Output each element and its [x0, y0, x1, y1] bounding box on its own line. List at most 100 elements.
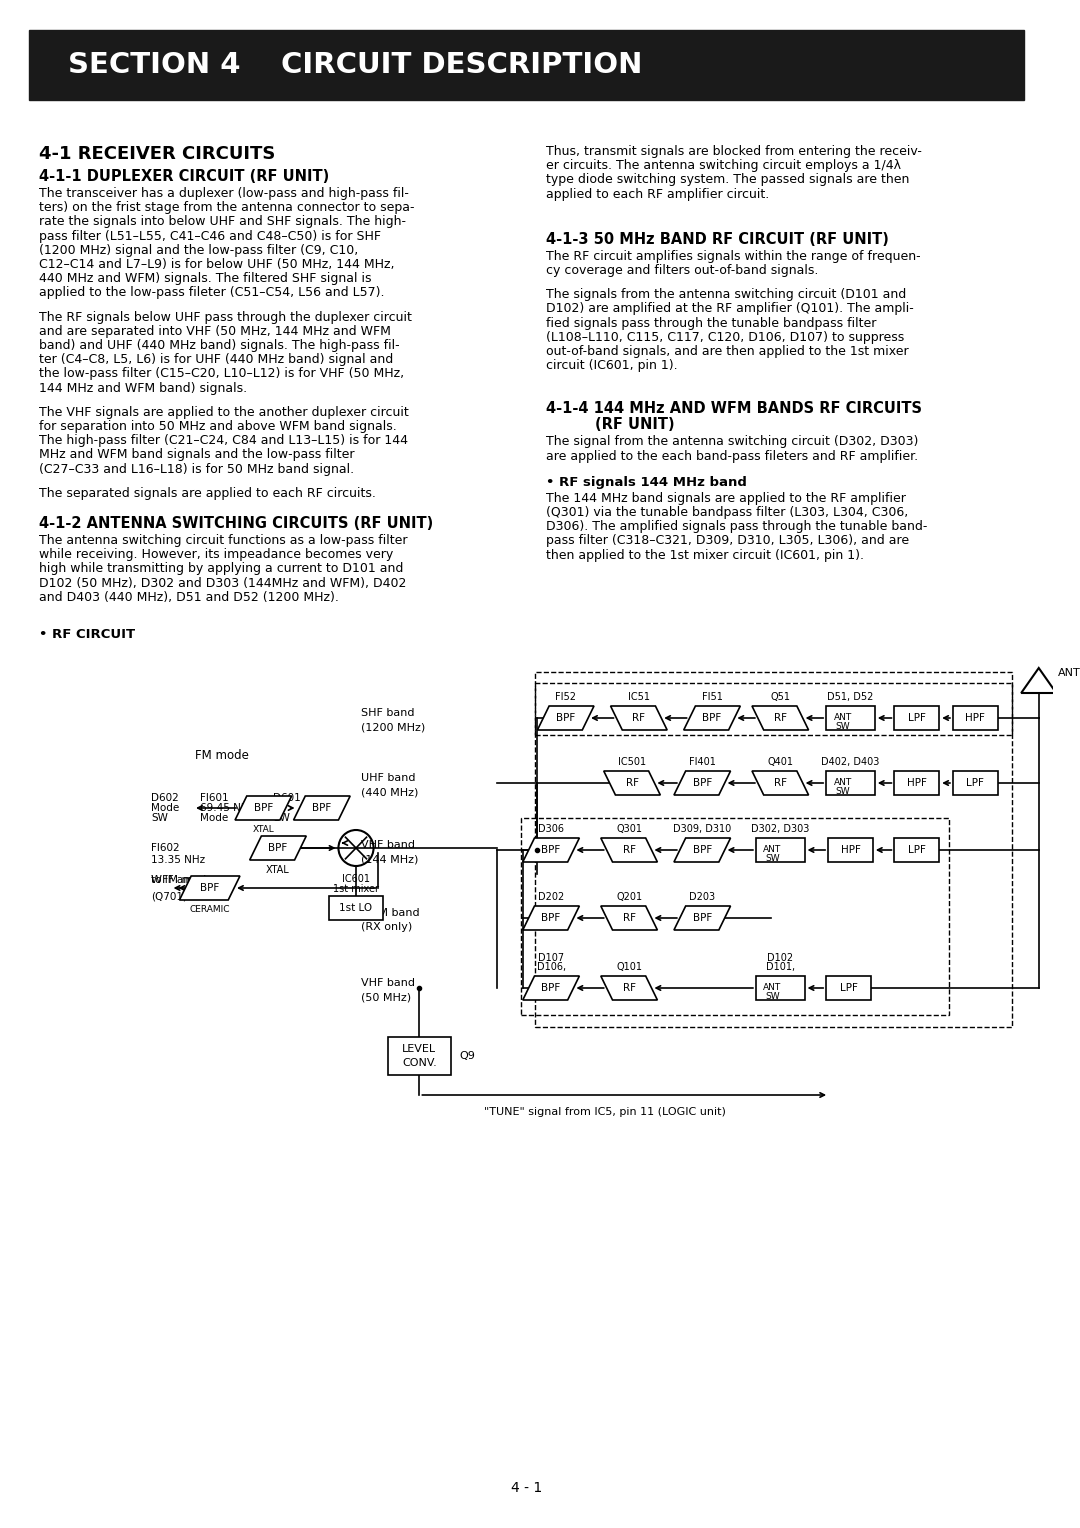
Text: Q9: Q9 [459, 1051, 475, 1060]
Text: HPF: HPF [966, 714, 985, 723]
Text: Q201: Q201 [616, 892, 643, 902]
Bar [826, 976, 870, 999]
Polygon shape [674, 772, 730, 795]
Polygon shape [294, 796, 350, 821]
Text: The signals from the antenna switching circuit (D101 and: The signals from the antenna switching c… [546, 289, 906, 301]
Text: XTAL: XTAL [253, 825, 274, 834]
Text: to IF amp: to IF amp [151, 876, 200, 885]
Text: D51, D52: D51, D52 [827, 692, 874, 701]
Text: The VHF signals are applied to the another duplexer circuit: The VHF signals are applied to the anoth… [39, 406, 408, 419]
Bar [953, 772, 998, 795]
Text: applied to each RF amplifier circuit.: applied to each RF amplifier circuit. [546, 188, 769, 200]
Polygon shape [600, 976, 658, 999]
Bar [756, 837, 805, 862]
Polygon shape [179, 876, 240, 900]
Text: The signal from the antenna switching circuit (D302, D303): The signal from the antenna switching ci… [546, 435, 919, 448]
Text: The high-pass filter (C21–C24, C84 and L13–L15) is for 144: The high-pass filter (C21–C24, C84 and L… [39, 434, 408, 448]
Text: RF: RF [633, 714, 646, 723]
Text: The 144 MHz band signals are applied to the RF amplifier: The 144 MHz band signals are applied to … [546, 492, 906, 504]
Text: 13.35 NHz: 13.35 NHz [151, 856, 205, 865]
Text: BPF: BPF [692, 778, 712, 788]
Text: pass filter (C318–C321, D309, D310, L305, L306), and are: pass filter (C318–C321, D309, D310, L305… [546, 535, 909, 547]
Text: LPF: LPF [908, 714, 926, 723]
Text: IC501: IC501 [618, 756, 646, 767]
Text: D602: D602 [151, 793, 179, 804]
Text: Mode: Mode [151, 804, 179, 813]
Text: then applied to the 1st mixer circuit (IC601, pin 1).: then applied to the 1st mixer circuit (I… [546, 549, 864, 562]
Text: cy coverage and filters out-of-band signals.: cy coverage and filters out-of-band sign… [546, 264, 819, 277]
Text: BPF: BPF [692, 845, 712, 856]
Text: The separated signals are applied to each RF circuits.: The separated signals are applied to eac… [39, 487, 376, 500]
Text: RF: RF [622, 983, 636, 993]
Text: (RX only): (RX only) [361, 921, 413, 932]
Text: D202: D202 [538, 892, 564, 902]
Text: Thus, transmit signals are blocked from entering the receiv-: Thus, transmit signals are blocked from … [546, 145, 922, 157]
Text: BPF: BPF [541, 983, 561, 993]
Text: BPF: BPF [702, 714, 721, 723]
Bar [894, 837, 940, 862]
Text: (1200 MHz) signal and the low-pass filter (C9, C10,: (1200 MHz) signal and the low-pass filte… [39, 244, 359, 257]
Text: D106,: D106, [537, 963, 566, 972]
Text: (Q701): (Q701) [151, 891, 187, 902]
Text: VHF band: VHF band [361, 840, 415, 850]
Text: D309, D310: D309, D310 [673, 824, 731, 834]
Text: (440 MHz): (440 MHz) [361, 787, 418, 798]
Text: 1st mixer: 1st mixer [333, 885, 379, 894]
Text: 1st LO: 1st LO [339, 903, 373, 914]
Bar [536, 683, 1012, 735]
Text: Q301: Q301 [616, 824, 643, 834]
Text: IC51: IC51 [627, 692, 650, 701]
Text: FI601: FI601 [200, 793, 229, 804]
Text: HPF: HPF [840, 845, 861, 856]
Text: D306). The amplified signals pass through the tunable band-: D306). The amplified signals pass throug… [546, 520, 928, 533]
Text: ANT: ANT [834, 712, 852, 721]
Text: BPF: BPF [268, 843, 287, 853]
Text: FM mode: FM mode [195, 749, 249, 761]
Bar [536, 672, 1012, 1027]
Text: high while transmitting by applying a current to D101 and: high while transmitting by applying a cu… [39, 562, 404, 576]
Text: the low-pass filter (C15–C20, L10–L12) is for VHF (50 MHz,: the low-pass filter (C15–C20, L10–L12) i… [39, 367, 404, 380]
Text: RF: RF [773, 714, 786, 723]
Text: 144 MHz and WFM band) signals.: 144 MHz and WFM band) signals. [39, 382, 247, 394]
Text: while receiving. However, its impeadance becomes very: while receiving. However, its impeadance… [39, 549, 393, 561]
Text: LEVEL: LEVEL [403, 1044, 436, 1054]
Text: CERAMIC: CERAMIC [189, 905, 230, 914]
Text: BPF: BPF [200, 883, 219, 892]
Text: (50 MHz): (50 MHz) [361, 992, 411, 1002]
Text: band) and UHF (440 MHz band) signals. The high-pass fil-: band) and UHF (440 MHz band) signals. Th… [39, 339, 400, 351]
Text: (C27–C33 and L16–L18) is for 50 MHz band signal.: (C27–C33 and L16–L18) is for 50 MHz band… [39, 463, 354, 475]
Text: CONV.: CONV. [402, 1057, 436, 1068]
Text: The antenna switching circuit functions as a low-pass filter: The antenna switching circuit functions … [39, 533, 407, 547]
Polygon shape [523, 976, 579, 999]
Text: SW: SW [836, 721, 850, 730]
Text: FI52: FI52 [555, 692, 577, 701]
Text: Q401: Q401 [767, 756, 794, 767]
Text: BPF: BPF [541, 914, 561, 923]
Polygon shape [235, 796, 292, 821]
Text: SHF band: SHF band [361, 707, 415, 718]
Bar [894, 772, 940, 795]
Text: (Q301) via the tunable bandpass filter (L303, L304, C306,: (Q301) via the tunable bandpass filter (… [546, 506, 908, 520]
Polygon shape [684, 706, 740, 730]
Text: D302, D303: D302, D303 [751, 824, 810, 834]
Bar [826, 772, 875, 795]
Text: C12–C14 and L7–L9) is for below UHF (50 MHz, 144 MHz,: C12–C14 and L7–L9) is for below UHF (50 … [39, 258, 394, 270]
Polygon shape [523, 906, 579, 931]
Text: fied signals pass through the tunable bandpass filter: fied signals pass through the tunable ba… [546, 316, 877, 330]
Polygon shape [674, 837, 730, 862]
Text: HPF: HPF [907, 778, 927, 788]
Text: D306: D306 [538, 824, 564, 834]
Text: BPF: BPF [692, 914, 712, 923]
Text: D107: D107 [538, 953, 564, 963]
Text: SECTION 4    CIRCUIT DESCRIPTION: SECTION 4 CIRCUIT DESCRIPTION [68, 50, 643, 79]
Bar [828, 837, 873, 862]
Text: The transceiver has a duplexer (low-pass and high-pass fil-: The transceiver has a duplexer (low-pass… [39, 186, 409, 200]
Text: (L108–L110, C115, C117, C120, D106, D107) to suppress: (L108–L110, C115, C117, C120, D106, D107… [546, 330, 904, 344]
Polygon shape [538, 706, 594, 730]
Text: for separation into 50 MHz and above WFM band signals.: for separation into 50 MHz and above WFM… [39, 420, 396, 432]
Text: UHF band: UHF band [361, 773, 416, 782]
Text: IC601: IC601 [342, 874, 370, 885]
Text: SW: SW [765, 992, 780, 1001]
Text: D101,: D101, [766, 963, 795, 972]
Text: BPF: BPF [541, 845, 561, 856]
